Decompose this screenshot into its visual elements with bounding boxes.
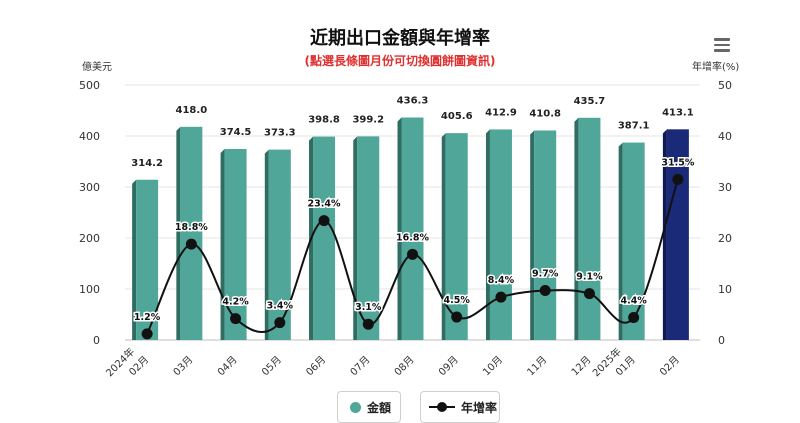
bar-value-label: 435.7 xyxy=(574,96,606,107)
line-point xyxy=(318,215,330,227)
category-label: 02月 xyxy=(657,354,682,379)
left-tick-label: 300 xyxy=(79,181,100,194)
bar-side xyxy=(441,133,446,340)
category-label: 05月 xyxy=(259,354,284,379)
bar-side xyxy=(132,179,137,340)
legend-item-amount[interactable]: 金額 xyxy=(337,391,401,423)
line-value-label: 4.2% xyxy=(222,297,249,308)
bar-side xyxy=(353,136,358,340)
legend-line-icon xyxy=(429,401,455,413)
bar-side xyxy=(397,117,402,340)
left-tick-label: 200 xyxy=(79,232,100,245)
line-point xyxy=(362,318,374,330)
bar-value-label: 436.3 xyxy=(397,95,429,106)
line-value-label: 23.4% xyxy=(308,199,341,210)
right-tick-label: 50 xyxy=(718,79,732,92)
right-tick-label: 40 xyxy=(718,130,732,143)
bar xyxy=(489,129,512,340)
bar-value-label: 410.8 xyxy=(529,108,561,119)
bar-side xyxy=(618,142,623,340)
right-axis-label: 年增率(%) xyxy=(692,60,739,73)
bar-value-label: 374.5 xyxy=(220,127,252,138)
line-value-label: 3.4% xyxy=(267,301,294,312)
line-value-label: 4.4% xyxy=(620,296,647,307)
line-value-label: 8.4% xyxy=(488,275,515,286)
line-point xyxy=(274,317,286,329)
category-label: 11月 xyxy=(525,354,550,379)
category-label: 08月 xyxy=(392,354,417,379)
bar-value-label: 412.9 xyxy=(485,107,517,118)
bar-value-label: 413.1 xyxy=(662,107,694,118)
category-label: 03月 xyxy=(171,354,196,379)
line-point xyxy=(539,285,551,297)
bar-side xyxy=(574,117,579,340)
line-value-label: 3.1% xyxy=(355,302,382,313)
chart-subtitle: (點選長條圖月份可切換圓餅圖資訊) xyxy=(304,54,496,68)
line-point xyxy=(230,313,242,325)
left-tick-label: 0 xyxy=(93,334,100,347)
bar-side xyxy=(530,130,535,340)
bar xyxy=(445,133,468,340)
left-tick-label: 500 xyxy=(79,79,100,92)
left-tick-label: 400 xyxy=(79,130,100,143)
left-tick-label: 100 xyxy=(79,283,100,296)
bar-side xyxy=(220,149,225,340)
bar-side xyxy=(485,129,490,340)
left-axis-label: 億美元 xyxy=(82,60,112,73)
category-label: 07月 xyxy=(348,354,373,379)
line-point xyxy=(451,311,463,323)
bar-value-label: 387.1 xyxy=(618,121,650,132)
legend-label-amount: 金額 xyxy=(367,400,392,415)
bar xyxy=(666,129,689,340)
bar xyxy=(313,136,336,340)
bar xyxy=(180,126,203,340)
bar-value-label: 399.2 xyxy=(352,114,384,125)
category-label: 06月 xyxy=(304,354,329,379)
line-point xyxy=(583,288,595,300)
category-label: 10月 xyxy=(481,354,506,379)
bar-value-label: 418.0 xyxy=(176,105,208,116)
legend-label-growth: 年增率 xyxy=(461,400,498,415)
line-value-label: 31.5% xyxy=(661,157,694,168)
bar-side xyxy=(176,126,181,340)
bar-side xyxy=(662,129,667,340)
category-label: 04月 xyxy=(215,354,240,379)
line-point xyxy=(628,312,640,324)
hamburger-menu-icon[interactable] xyxy=(714,38,730,52)
bar xyxy=(622,142,645,340)
bar xyxy=(357,136,380,340)
legend-dot-icon xyxy=(350,401,361,413)
line-point xyxy=(407,248,418,260)
right-tick-label: 30 xyxy=(718,181,732,194)
line-value-label: 16.8% xyxy=(396,232,429,243)
line-point xyxy=(141,328,153,340)
bar-value-label: 373.3 xyxy=(264,128,296,139)
legend-item-growth[interactable]: 年增率 xyxy=(420,391,500,423)
chart-title: 近期出口金額與年增率 xyxy=(310,28,490,49)
right-tick-label: 20 xyxy=(718,232,732,245)
right-tick-label: 0 xyxy=(718,334,725,347)
line-point xyxy=(672,173,684,185)
line-value-label: 4.5% xyxy=(444,295,471,306)
category-label: 09月 xyxy=(436,354,461,379)
category-label: 12月 xyxy=(569,354,594,379)
line-value-label: 1.2% xyxy=(134,312,161,323)
right-tick-label: 10 xyxy=(718,283,732,296)
bar-value-label: 398.8 xyxy=(308,115,340,126)
bar xyxy=(224,149,247,340)
bar-value-label: 314.2 xyxy=(131,158,163,169)
bar xyxy=(401,117,424,340)
line-value-label: 18.8% xyxy=(175,222,208,233)
line-point xyxy=(495,291,507,303)
line-value-label: 9.7% xyxy=(532,269,559,280)
line-point xyxy=(185,238,197,250)
bar xyxy=(578,117,601,340)
bar xyxy=(136,179,159,340)
bar-value-label: 405.6 xyxy=(441,111,473,122)
bar xyxy=(268,149,291,340)
line-value-label: 9.1% xyxy=(576,272,603,283)
bar xyxy=(534,130,557,340)
bar-side xyxy=(264,149,269,340)
